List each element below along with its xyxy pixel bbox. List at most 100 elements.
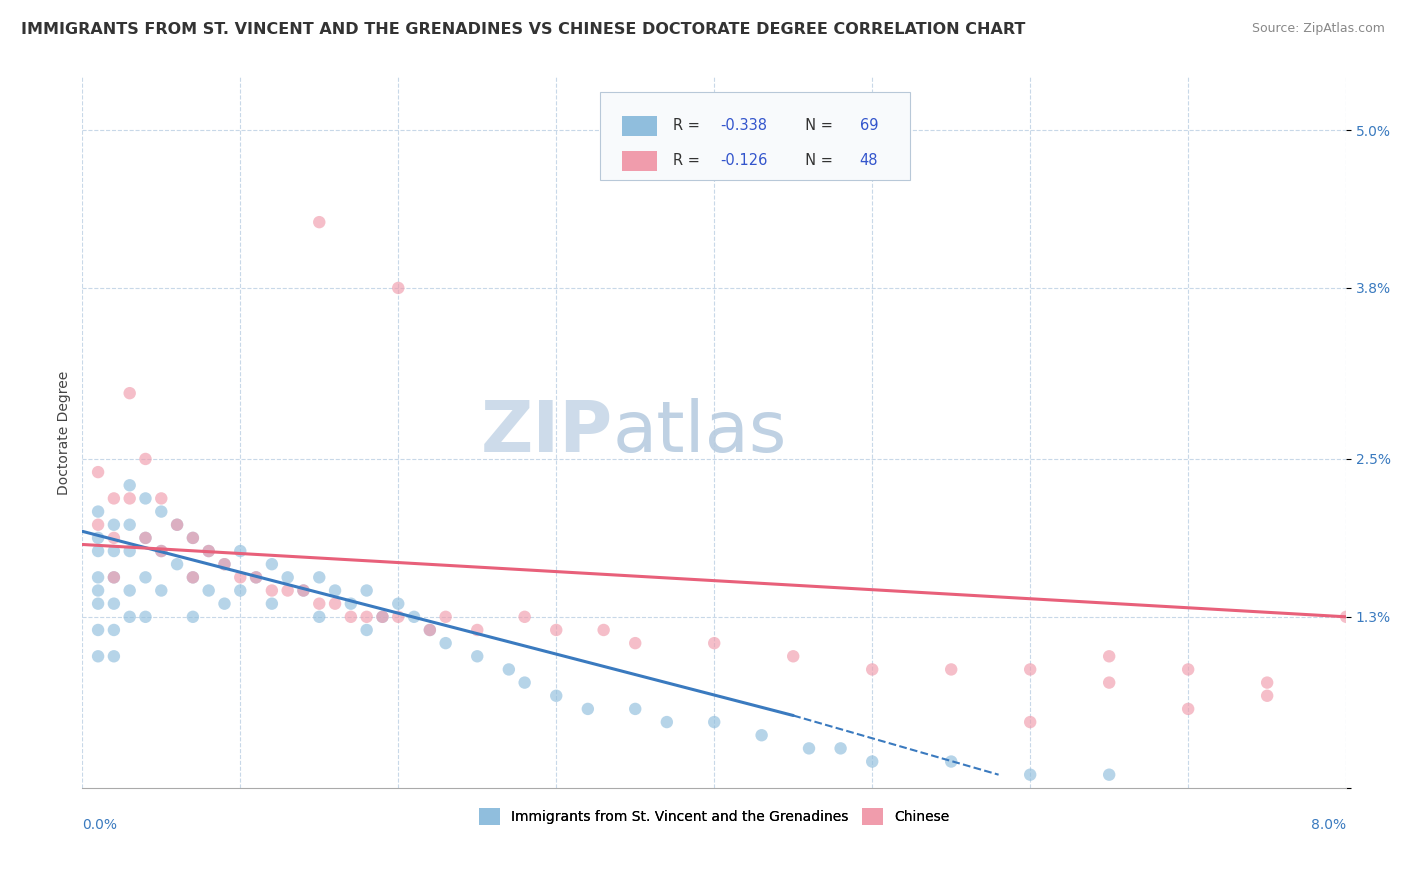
- FancyBboxPatch shape: [621, 116, 658, 136]
- Point: [434, 636, 457, 650]
- Text: atlas: atlas: [613, 398, 787, 467]
- Point: [308, 597, 330, 611]
- Text: 8.0%: 8.0%: [1310, 818, 1346, 832]
- Point: [703, 714, 725, 729]
- Point: [166, 517, 188, 532]
- Point: [830, 741, 852, 756]
- Point: [103, 570, 125, 584]
- Point: [576, 702, 599, 716]
- FancyBboxPatch shape: [621, 151, 658, 170]
- Point: [624, 636, 647, 650]
- Point: [103, 649, 125, 664]
- Text: R =: R =: [672, 153, 704, 168]
- Point: [624, 702, 647, 716]
- Point: [150, 505, 173, 519]
- Point: [1177, 662, 1199, 676]
- Point: [118, 478, 141, 492]
- Point: [87, 583, 110, 598]
- Point: [245, 570, 267, 584]
- Point: [340, 610, 363, 624]
- Point: [181, 570, 204, 584]
- Point: [197, 583, 219, 598]
- Point: [277, 583, 299, 598]
- Point: [150, 583, 173, 598]
- Point: [340, 597, 363, 611]
- Text: 0.0%: 0.0%: [83, 818, 117, 832]
- Point: [134, 531, 156, 545]
- Point: [1019, 767, 1042, 781]
- Point: [134, 491, 156, 506]
- Text: ZIP: ZIP: [481, 398, 613, 467]
- Text: R =: R =: [672, 119, 704, 133]
- Point: [103, 570, 125, 584]
- Text: -0.126: -0.126: [720, 153, 768, 168]
- Y-axis label: Doctorate Degree: Doctorate Degree: [58, 370, 72, 495]
- Point: [118, 583, 141, 598]
- Point: [308, 610, 330, 624]
- Point: [402, 610, 425, 624]
- Point: [465, 649, 488, 664]
- Point: [1019, 714, 1042, 729]
- Point: [419, 623, 441, 637]
- Point: [308, 215, 330, 229]
- Point: [103, 597, 125, 611]
- Point: [229, 583, 252, 598]
- Text: -0.338: -0.338: [720, 119, 768, 133]
- Point: [1177, 702, 1199, 716]
- Point: [134, 531, 156, 545]
- Point: [260, 583, 283, 598]
- Point: [387, 597, 409, 611]
- Point: [308, 570, 330, 584]
- Point: [87, 517, 110, 532]
- Point: [356, 583, 378, 598]
- Point: [387, 610, 409, 624]
- Point: [277, 570, 299, 584]
- Point: [260, 597, 283, 611]
- Point: [797, 741, 820, 756]
- Point: [150, 491, 173, 506]
- Point: [87, 531, 110, 545]
- Point: [214, 597, 236, 611]
- Point: [860, 662, 883, 676]
- Point: [751, 728, 773, 742]
- Point: [371, 610, 394, 624]
- Point: [1334, 610, 1357, 624]
- Point: [292, 583, 315, 598]
- Point: [465, 623, 488, 637]
- Point: [323, 583, 346, 598]
- Text: 69: 69: [859, 119, 879, 133]
- Point: [197, 544, 219, 558]
- Point: [150, 544, 173, 558]
- Point: [87, 505, 110, 519]
- Point: [434, 610, 457, 624]
- Point: [118, 386, 141, 401]
- Point: [103, 623, 125, 637]
- Point: [860, 755, 883, 769]
- Point: [166, 558, 188, 572]
- Point: [214, 558, 236, 572]
- Point: [245, 570, 267, 584]
- Point: [134, 452, 156, 467]
- Point: [134, 610, 156, 624]
- Point: [546, 689, 568, 703]
- Point: [87, 570, 110, 584]
- Point: [134, 570, 156, 584]
- Legend: Immigrants from St. Vincent and the Grenadines, Chinese: Immigrants from St. Vincent and the Gren…: [474, 803, 955, 830]
- Text: 48: 48: [859, 153, 879, 168]
- Point: [513, 675, 536, 690]
- Point: [229, 544, 252, 558]
- Point: [260, 558, 283, 572]
- Point: [181, 610, 204, 624]
- Point: [782, 649, 804, 664]
- Point: [181, 531, 204, 545]
- Point: [323, 597, 346, 611]
- Point: [1098, 675, 1121, 690]
- Point: [356, 610, 378, 624]
- Point: [197, 544, 219, 558]
- Point: [103, 531, 125, 545]
- Point: [229, 570, 252, 584]
- Point: [941, 662, 963, 676]
- Point: [214, 558, 236, 572]
- Point: [498, 662, 520, 676]
- Point: [703, 636, 725, 650]
